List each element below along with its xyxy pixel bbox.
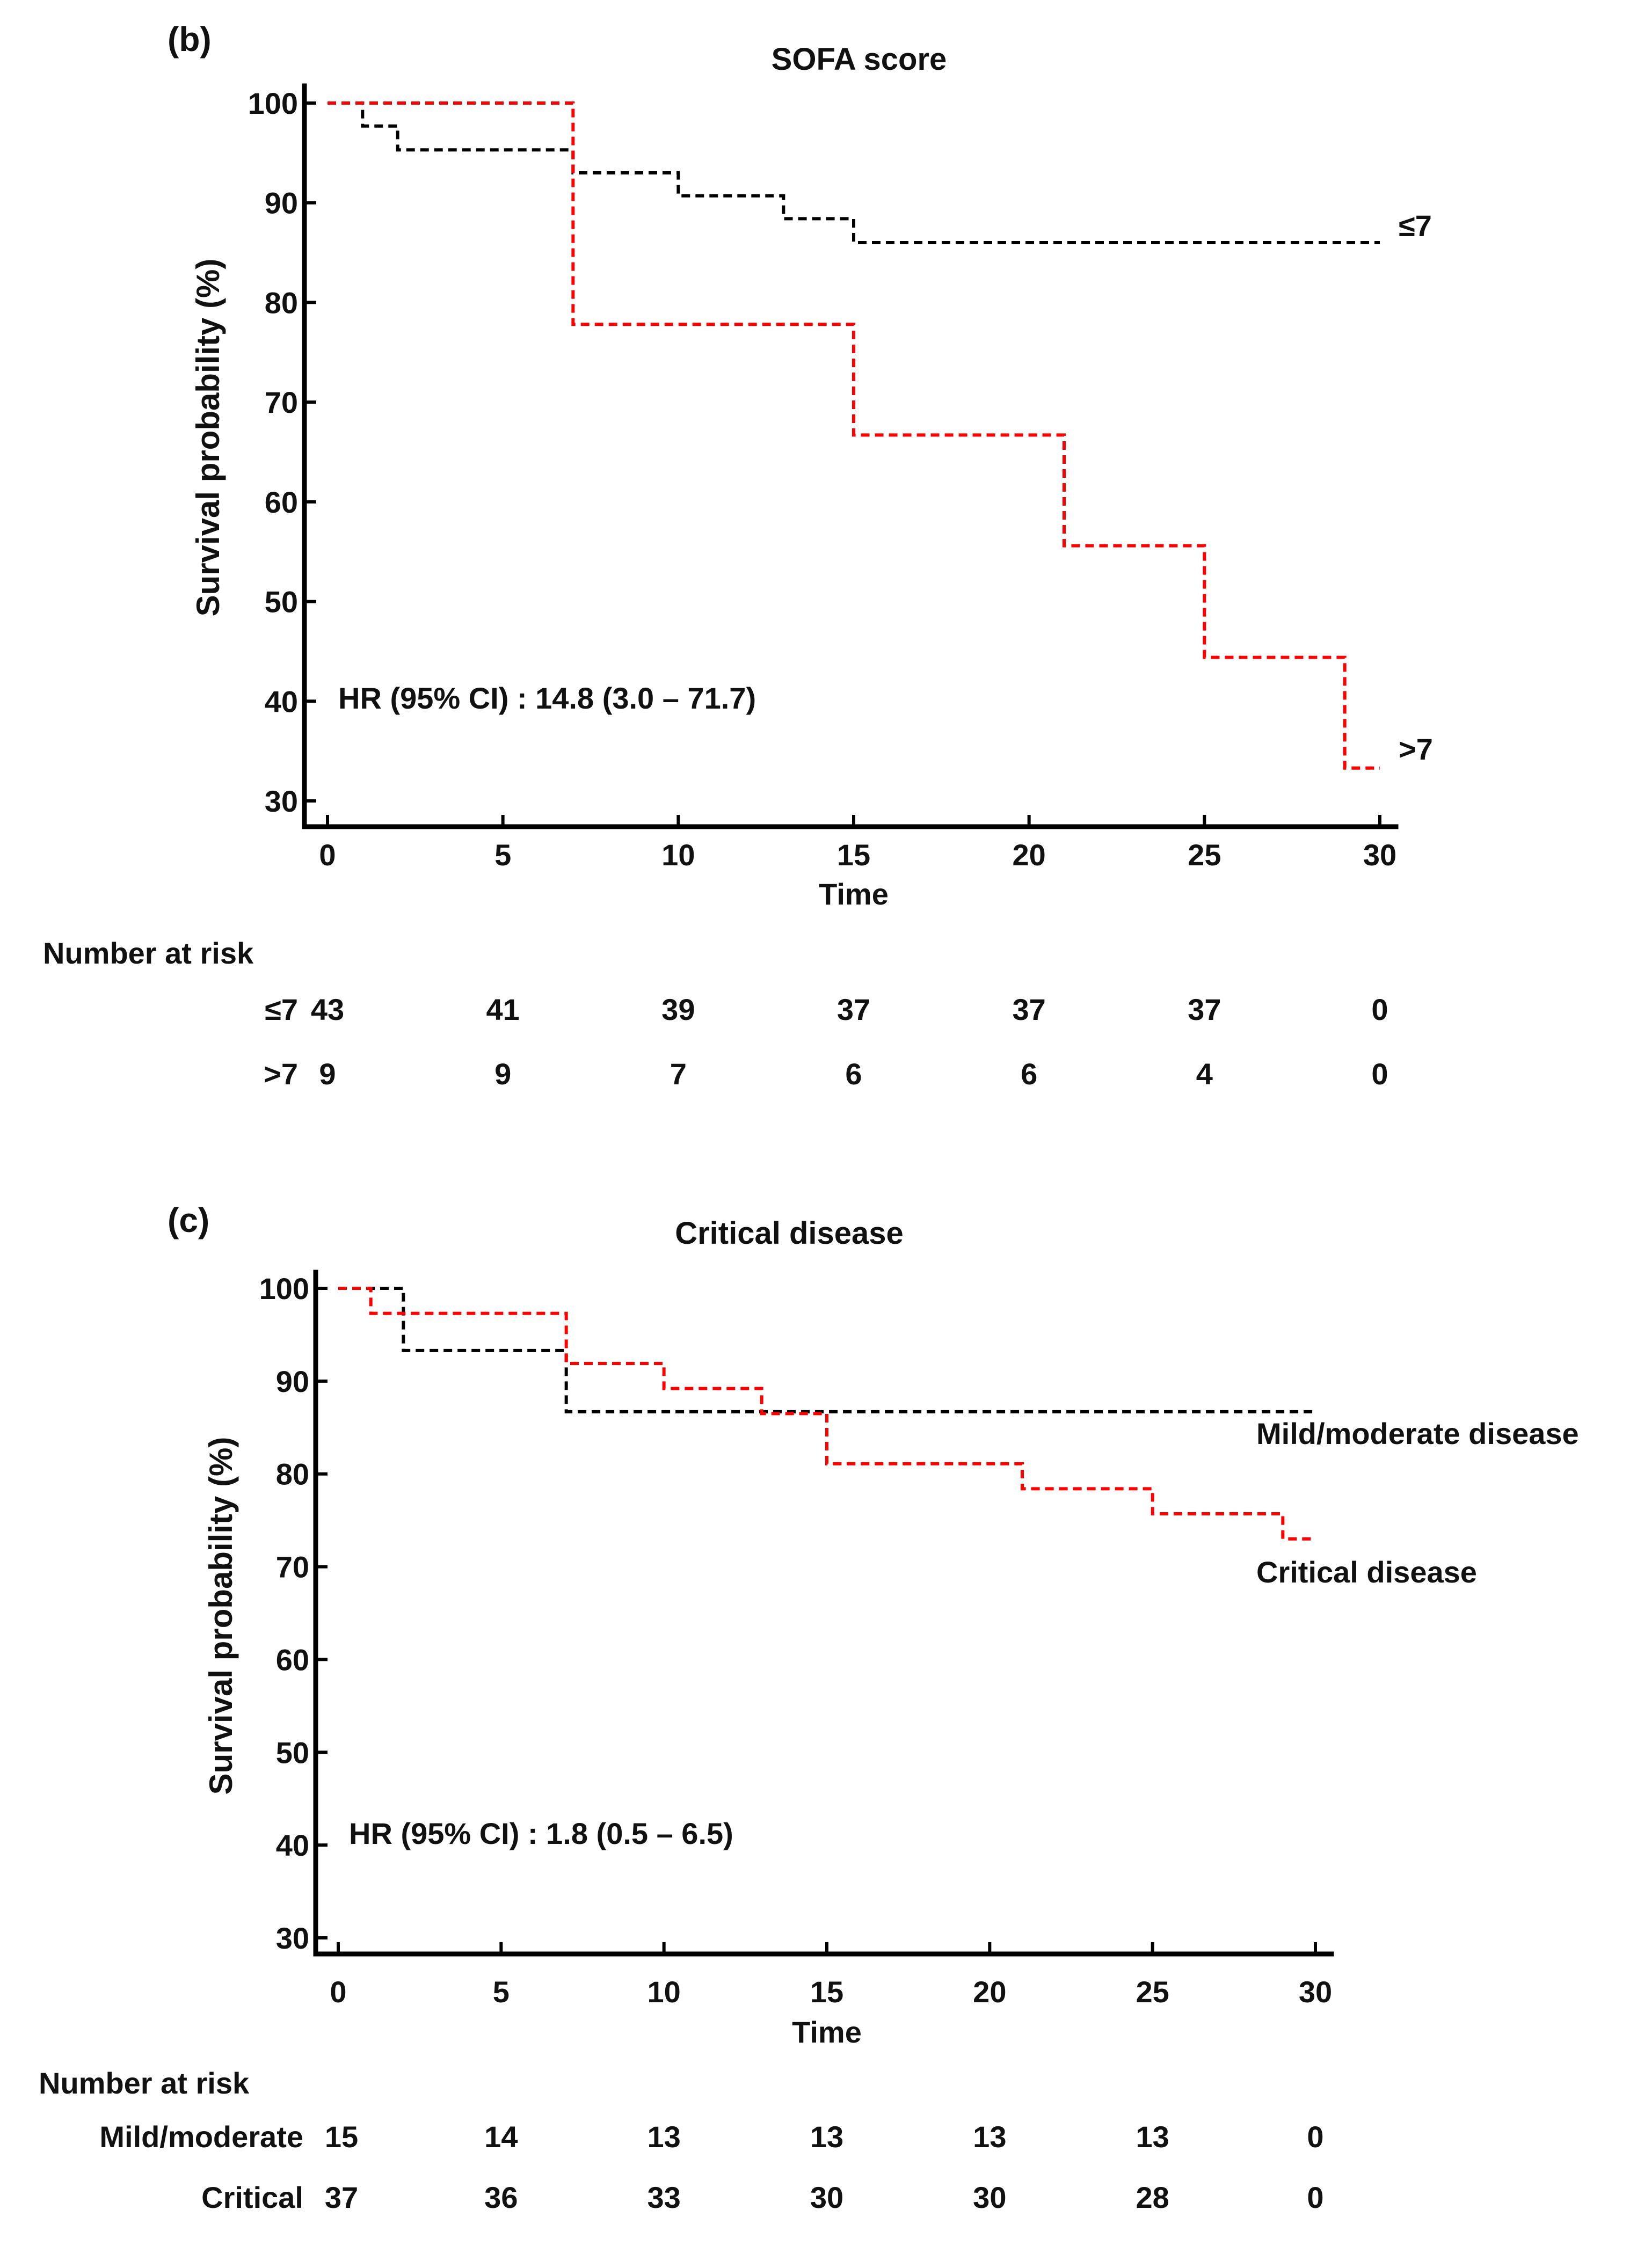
x-tick-label: 0 xyxy=(319,838,336,872)
risk-cell: 9 xyxy=(319,1057,336,1091)
risk-cell: 0 xyxy=(1371,1057,1388,1091)
y-tick-label: 60 xyxy=(265,485,298,519)
risk-cell: 6 xyxy=(845,1057,862,1091)
risk-cell: 30 xyxy=(973,2181,1006,2214)
risk-cell: 13 xyxy=(647,2120,681,2154)
risk-cell: 43 xyxy=(311,993,344,1026)
risk-cell: 7 xyxy=(670,1057,687,1091)
risk-cell: 13 xyxy=(973,2120,1006,2154)
series-end-label: Mild/moderate disease xyxy=(1256,1417,1579,1450)
survival-curve-low-risk xyxy=(328,101,1380,244)
risk-cell: 0 xyxy=(1307,2120,1323,2154)
risk-cell: 36 xyxy=(484,2181,518,2214)
y-tick-label: 70 xyxy=(265,385,298,419)
x-tick-label: 5 xyxy=(493,1975,510,2009)
y-tick-label: 40 xyxy=(265,684,298,718)
risk-cell: 6 xyxy=(1021,1057,1037,1091)
x-tick-label: 10 xyxy=(661,838,695,872)
risk-table-title: Number at risk xyxy=(39,2066,250,2100)
risk-row-label: Mild/moderate xyxy=(99,2120,303,2154)
risk-cell: 33 xyxy=(647,2181,681,2214)
x-tick-label: 25 xyxy=(1188,838,1221,872)
risk-cell: 15 xyxy=(325,2120,358,2154)
y-tick-label: 80 xyxy=(276,1457,309,1491)
risk-cell: 13 xyxy=(1136,2120,1169,2154)
series-end-label: Critical disease xyxy=(1256,1555,1477,1589)
risk-cell: 13 xyxy=(810,2120,843,2154)
risk-cell: 37 xyxy=(325,2181,358,2214)
risk-cell: 28 xyxy=(1136,2181,1169,2214)
y-tick-label: 70 xyxy=(276,1550,309,1584)
x-axis-label: Time xyxy=(792,2015,862,2049)
x-tick-label: 25 xyxy=(1136,1975,1169,2009)
chart-title: SOFA score xyxy=(772,42,947,77)
y-tick-label: 50 xyxy=(265,585,298,619)
y-tick-label: 40 xyxy=(276,1828,309,1862)
risk-cell: 0 xyxy=(1371,993,1388,1026)
y-axis-label: Survival probability (%) xyxy=(203,1437,239,1795)
chart-title: Critical disease xyxy=(675,1216,904,1251)
series-end-label: >7 xyxy=(1399,732,1433,766)
risk-cell: 37 xyxy=(1188,993,1221,1026)
y-tick-label: 80 xyxy=(265,286,298,319)
risk-cell: 9 xyxy=(494,1057,511,1091)
survival-curve-low-risk xyxy=(338,1287,1315,1413)
x-tick-label: 30 xyxy=(1363,838,1396,872)
y-tick-label: 100 xyxy=(248,86,298,120)
x-tick-label: 15 xyxy=(837,838,870,872)
risk-cell: 14 xyxy=(484,2120,518,2154)
risk-cell: 37 xyxy=(837,993,870,1026)
y-tick-label: 100 xyxy=(259,1272,309,1306)
risk-cell: 30 xyxy=(810,2181,843,2214)
y-tick-label: 50 xyxy=(276,1735,309,1769)
y-axis-label: Survival probability (%) xyxy=(190,259,226,617)
survival-curve-high-risk xyxy=(338,1287,1315,1541)
hazard-ratio-annotation: HR (95% CI) : 1.8 (0.5 – 6.5) xyxy=(349,1817,733,1850)
risk-row-label: ≤7 xyxy=(265,993,298,1026)
y-tick-label: 30 xyxy=(276,1921,309,1955)
risk-row-label: >7 xyxy=(264,1057,298,1091)
x-tick-label: 20 xyxy=(1013,838,1046,872)
x-tick-label: 10 xyxy=(647,1975,681,2009)
x-tick-label: 0 xyxy=(330,1975,346,2009)
survival-curve-high-risk xyxy=(328,101,1380,770)
y-tick-label: 30 xyxy=(265,784,298,818)
risk-cell: 4 xyxy=(1196,1057,1213,1091)
x-axis-label: Time xyxy=(819,877,889,911)
x-tick-label: 20 xyxy=(973,1975,1006,2009)
risk-cell: 37 xyxy=(1013,993,1046,1026)
x-tick-label: 5 xyxy=(494,838,511,872)
y-tick-label: 60 xyxy=(276,1643,309,1676)
y-tick-label: 90 xyxy=(276,1365,309,1398)
x-tick-label: 15 xyxy=(810,1975,843,2009)
y-tick-label: 90 xyxy=(265,186,298,220)
series-end-label: ≤7 xyxy=(1399,209,1432,243)
panel-label: (c) xyxy=(168,1201,209,1239)
risk-cell: 41 xyxy=(486,993,520,1026)
risk-row-label: Critical xyxy=(201,2181,303,2214)
panel-label: (b) xyxy=(168,20,212,59)
x-tick-label: 30 xyxy=(1299,1975,1332,2009)
risk-table-title: Number at risk xyxy=(43,936,254,970)
risk-cell: 0 xyxy=(1307,2181,1323,2214)
hazard-ratio-annotation: HR (95% CI) : 14.8 (3.0 – 71.7) xyxy=(338,681,756,715)
risk-cell: 39 xyxy=(661,993,695,1026)
